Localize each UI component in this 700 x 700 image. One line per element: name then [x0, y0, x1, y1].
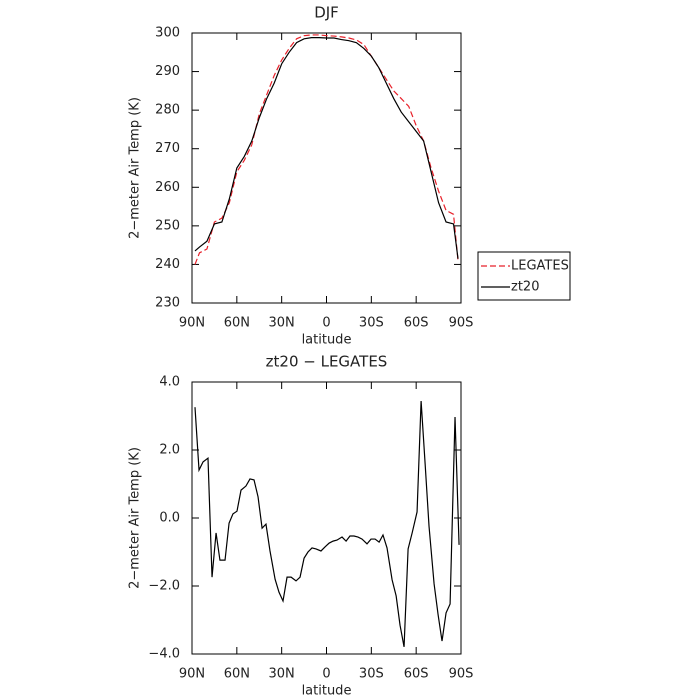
- y-tick-label: 290: [155, 64, 180, 79]
- x-axis-label: latitude: [302, 333, 352, 348]
- data-line: [194, 37, 459, 259]
- x-tick-label: 0: [322, 316, 330, 331]
- y-tick-label: 260: [155, 180, 180, 195]
- y-tick-label: 250: [155, 218, 180, 233]
- y-tick-label: 270: [155, 141, 180, 156]
- x-axis-label: latitude: [302, 684, 352, 699]
- y-tick-label: 300: [155, 26, 180, 41]
- chart-title: zt20 − LEGATES: [266, 353, 388, 371]
- x-tick-label: 90S: [449, 667, 474, 682]
- x-tick-label: 30S: [359, 667, 384, 682]
- data-line: [194, 34, 459, 265]
- x-tick-label: 90S: [449, 316, 474, 331]
- data-line: [194, 401, 460, 647]
- chart-title: DJF: [314, 4, 339, 22]
- x-tick-label: 30N: [269, 316, 295, 331]
- legend-label: LEGATES: [511, 259, 569, 274]
- x-tick-label: 0: [322, 667, 330, 682]
- x-tick-label: 60S: [404, 667, 429, 682]
- y-tick-label: 240: [155, 257, 180, 272]
- y-tick-label: 2.0: [159, 443, 180, 458]
- x-tick-label: 60N: [224, 316, 250, 331]
- legend-label: zt20: [511, 280, 539, 295]
- y-tick-label: 280: [155, 103, 180, 118]
- x-tick-label: 90N: [179, 316, 205, 331]
- x-tick-label: 30S: [359, 316, 384, 331]
- y-axis-label: 2−meter Air Temp (K): [128, 447, 143, 589]
- y-tick-label: 230: [155, 296, 180, 311]
- y-tick-label: −4.0: [148, 647, 180, 662]
- plot-frame: [191, 32, 462, 304]
- y-axis-label: 2−meter Air Temp (K): [128, 97, 143, 239]
- legend-box: [477, 251, 571, 301]
- x-tick-label: 30N: [269, 667, 295, 682]
- y-tick-label: 4.0: [159, 375, 180, 390]
- x-tick-label: 90N: [179, 667, 205, 682]
- y-tick-label: −2.0: [148, 579, 180, 594]
- x-tick-label: 60S: [404, 316, 429, 331]
- y-tick-label: 0.0: [159, 511, 180, 526]
- x-tick-label: 60N: [224, 667, 250, 682]
